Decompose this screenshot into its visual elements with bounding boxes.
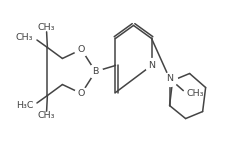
Text: CH₃: CH₃	[187, 89, 204, 98]
Text: B: B	[92, 67, 99, 76]
Text: CH₃: CH₃	[38, 111, 55, 120]
Text: O: O	[78, 45, 85, 54]
Text: CH₃: CH₃	[16, 33, 33, 42]
Text: N: N	[166, 74, 173, 83]
Text: O: O	[78, 89, 85, 98]
Text: CH₃: CH₃	[38, 23, 55, 32]
Text: N: N	[148, 61, 155, 70]
Text: H₃C: H₃C	[16, 101, 33, 110]
